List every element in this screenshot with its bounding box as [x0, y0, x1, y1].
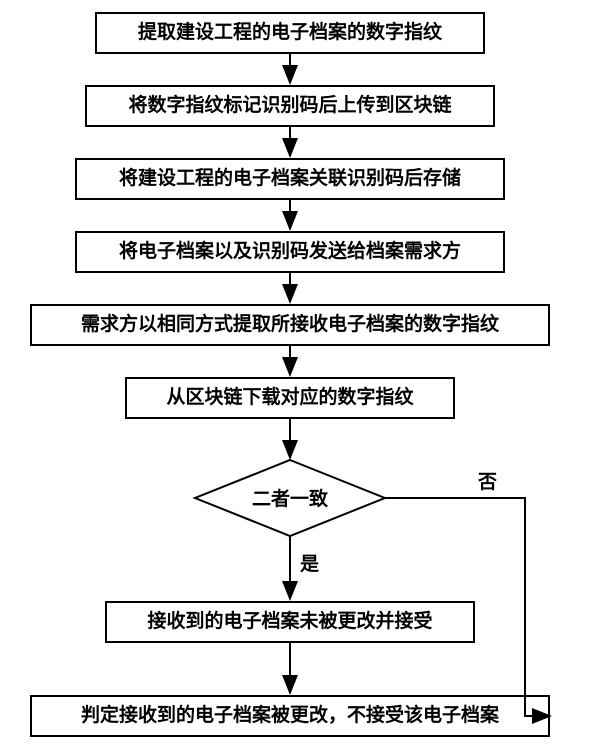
flowchart-node-3: 将建设工程的电子档案关联识别码后存储 — [75, 158, 505, 200]
flowchart-node-4: 将电子档案以及识别码发送给档案需求方 — [75, 231, 505, 273]
node-text: 将电子档案以及识别码发送给档案需求方 — [119, 241, 461, 264]
node-text: 接收到的电子档案未被更改并接受 — [147, 611, 432, 634]
node-text: 判定接收到的电子档案被更改，不接受该电子档案 — [81, 705, 499, 728]
label-no: 否 — [477, 472, 497, 493]
flowchart-node-2: 将数字指纹标记识别码后上传到区块链 — [85, 85, 495, 127]
node-text: 从区块链下载对应的数字指纹 — [166, 387, 413, 410]
node-text: 提取建设工程的电子档案的数字指纹 — [138, 22, 442, 45]
flowchart-node-7: 接收到的电子档案未被更改并接受 — [105, 601, 475, 643]
flowchart-node-1: 提取建设工程的电子档案的数字指纹 — [95, 12, 485, 54]
diamond-text: 二者一致 — [252, 487, 329, 510]
flowchart-node-6: 从区块链下载对应的数字指纹 — [125, 377, 455, 419]
label-yes: 是 — [300, 553, 319, 575]
flowchart-node-8: 判定接收到的电子档案被更改，不接受该电子档案 — [30, 695, 550, 737]
node-text: 将建设工程的电子档案关联识别码后存储 — [119, 168, 461, 191]
decision-diamond — [195, 460, 385, 536]
node-text: 将数字指纹标记识别码后上传到区块链 — [128, 95, 451, 118]
node-text: 需求方以相同方式提取所接收电子档案的数字指纹 — [81, 314, 499, 337]
flowchart-node-5: 需求方以相同方式提取所接收电子档案的数字指纹 — [30, 304, 550, 346]
